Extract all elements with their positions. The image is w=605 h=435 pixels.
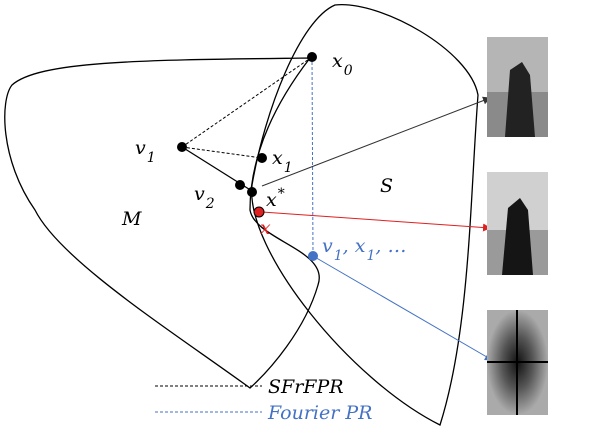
legend-text: Fourier PR <box>267 402 372 424</box>
label-part: 0 <box>344 63 353 79</box>
label: v2 <box>194 183 215 212</box>
label-part: x <box>332 50 343 72</box>
label-part: x <box>260 217 271 239</box>
label-part: , … <box>375 235 406 257</box>
point <box>235 180 245 190</box>
label-part: , x <box>343 235 366 257</box>
legend-text: SFrFPR <box>268 376 344 398</box>
set-s <box>252 5 478 425</box>
label-part: x <box>266 189 277 211</box>
arrow <box>262 212 490 228</box>
point <box>254 207 264 217</box>
point <box>247 187 257 197</box>
label: x <box>260 217 271 239</box>
image-fourier <box>487 310 548 415</box>
label-part: S <box>380 175 393 197</box>
label-part: v <box>322 235 333 257</box>
point <box>307 52 317 62</box>
image-reconstructed <box>487 172 548 275</box>
label: v1 <box>135 137 156 166</box>
label: x* <box>266 186 285 211</box>
legend: SFrFPR Fourier PR <box>155 376 372 424</box>
label-part: v <box>194 183 205 205</box>
point <box>308 251 318 261</box>
label-part: M <box>121 208 142 230</box>
label-part: 1 <box>284 160 293 176</box>
point <box>257 153 267 163</box>
dashed-line <box>182 57 312 147</box>
label: v1, x1, … <box>322 235 406 264</box>
label: x0 <box>332 50 353 79</box>
label-part: 1 <box>334 248 343 264</box>
label: S <box>380 175 393 197</box>
label-part: * <box>278 186 285 202</box>
arrow <box>313 256 492 360</box>
dashed-line <box>312 57 313 256</box>
dashed-line <box>182 147 262 158</box>
diagram: x0 v1 x1 v2 x* x v1, x1, … M S SFrFPRFou… <box>0 0 605 435</box>
label: M <box>121 208 142 230</box>
label: x1 <box>272 147 293 176</box>
label-part: v <box>135 137 146 159</box>
label-part: 1 <box>366 248 375 264</box>
label-part: 2 <box>205 196 215 212</box>
label-part: x <box>272 147 283 169</box>
image-noisy <box>487 37 548 137</box>
arrow <box>262 98 490 186</box>
point <box>177 142 187 152</box>
label-part: 1 <box>147 150 156 166</box>
